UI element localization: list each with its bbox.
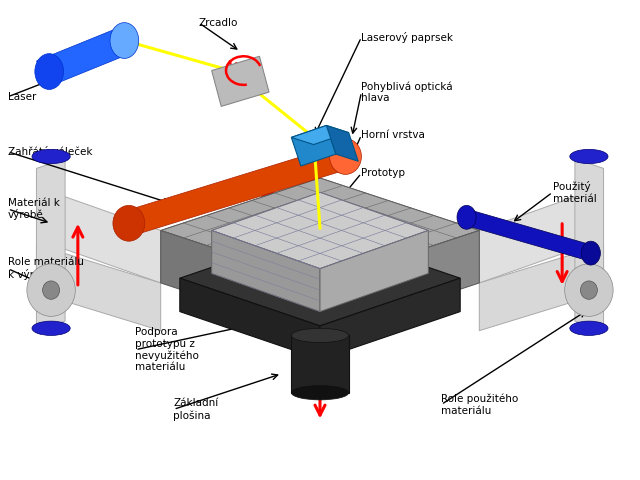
Polygon shape	[212, 56, 269, 107]
Polygon shape	[161, 178, 479, 283]
Ellipse shape	[110, 23, 139, 59]
Text: Podpora
prototypu z
nevyužitého
materiálu: Podpora prototypu z nevyužitého materiál…	[135, 327, 199, 372]
Polygon shape	[36, 245, 161, 331]
Polygon shape	[479, 192, 588, 283]
Text: Pohyblivá optická
hlava: Pohyblivá optická hlava	[362, 81, 453, 103]
Polygon shape	[326, 125, 358, 161]
Polygon shape	[180, 278, 320, 360]
Polygon shape	[291, 125, 336, 166]
Text: Prototyp: Prototyp	[362, 168, 405, 178]
Text: Role materiálu
k výrobě: Role materiálu k výrobě	[8, 257, 84, 280]
Ellipse shape	[32, 149, 70, 164]
Text: Zahřátý váleček: Zahřátý váleček	[8, 146, 92, 157]
Polygon shape	[291, 125, 349, 144]
Ellipse shape	[580, 281, 597, 300]
Polygon shape	[320, 230, 428, 312]
Ellipse shape	[330, 139, 362, 174]
Ellipse shape	[291, 328, 349, 343]
Polygon shape	[161, 230, 320, 336]
Ellipse shape	[113, 205, 145, 241]
Polygon shape	[36, 30, 135, 83]
Polygon shape	[52, 192, 161, 283]
Ellipse shape	[570, 321, 608, 336]
Polygon shape	[320, 278, 460, 360]
Polygon shape	[291, 336, 349, 393]
Text: Horní vrstva: Horní vrstva	[362, 130, 426, 140]
Polygon shape	[575, 159, 604, 331]
Polygon shape	[116, 147, 358, 233]
Polygon shape	[467, 209, 591, 262]
Polygon shape	[212, 192, 428, 269]
Polygon shape	[36, 159, 65, 331]
Ellipse shape	[564, 264, 613, 316]
Ellipse shape	[457, 205, 476, 229]
Polygon shape	[320, 230, 479, 336]
Ellipse shape	[35, 54, 63, 89]
Text: Laserový paprsek: Laserový paprsek	[362, 32, 453, 43]
Ellipse shape	[32, 321, 70, 336]
Ellipse shape	[581, 241, 600, 265]
Polygon shape	[180, 230, 460, 326]
Text: Role použitého
materiálu: Role použitého materiálu	[441, 394, 518, 416]
Ellipse shape	[570, 149, 608, 164]
Ellipse shape	[43, 281, 60, 300]
Text: Laser: Laser	[8, 92, 36, 102]
Ellipse shape	[27, 264, 76, 316]
Text: Zrcadlo: Zrcadlo	[199, 18, 238, 28]
Polygon shape	[479, 245, 604, 331]
Text: Materiál k
výrobě: Materiál k výrobě	[8, 198, 60, 220]
Text: Základní
plošina: Základní plošina	[173, 398, 219, 420]
Ellipse shape	[291, 385, 349, 400]
Text: Použitý
materiál: Použitý materiál	[552, 181, 596, 204]
Polygon shape	[212, 230, 320, 312]
